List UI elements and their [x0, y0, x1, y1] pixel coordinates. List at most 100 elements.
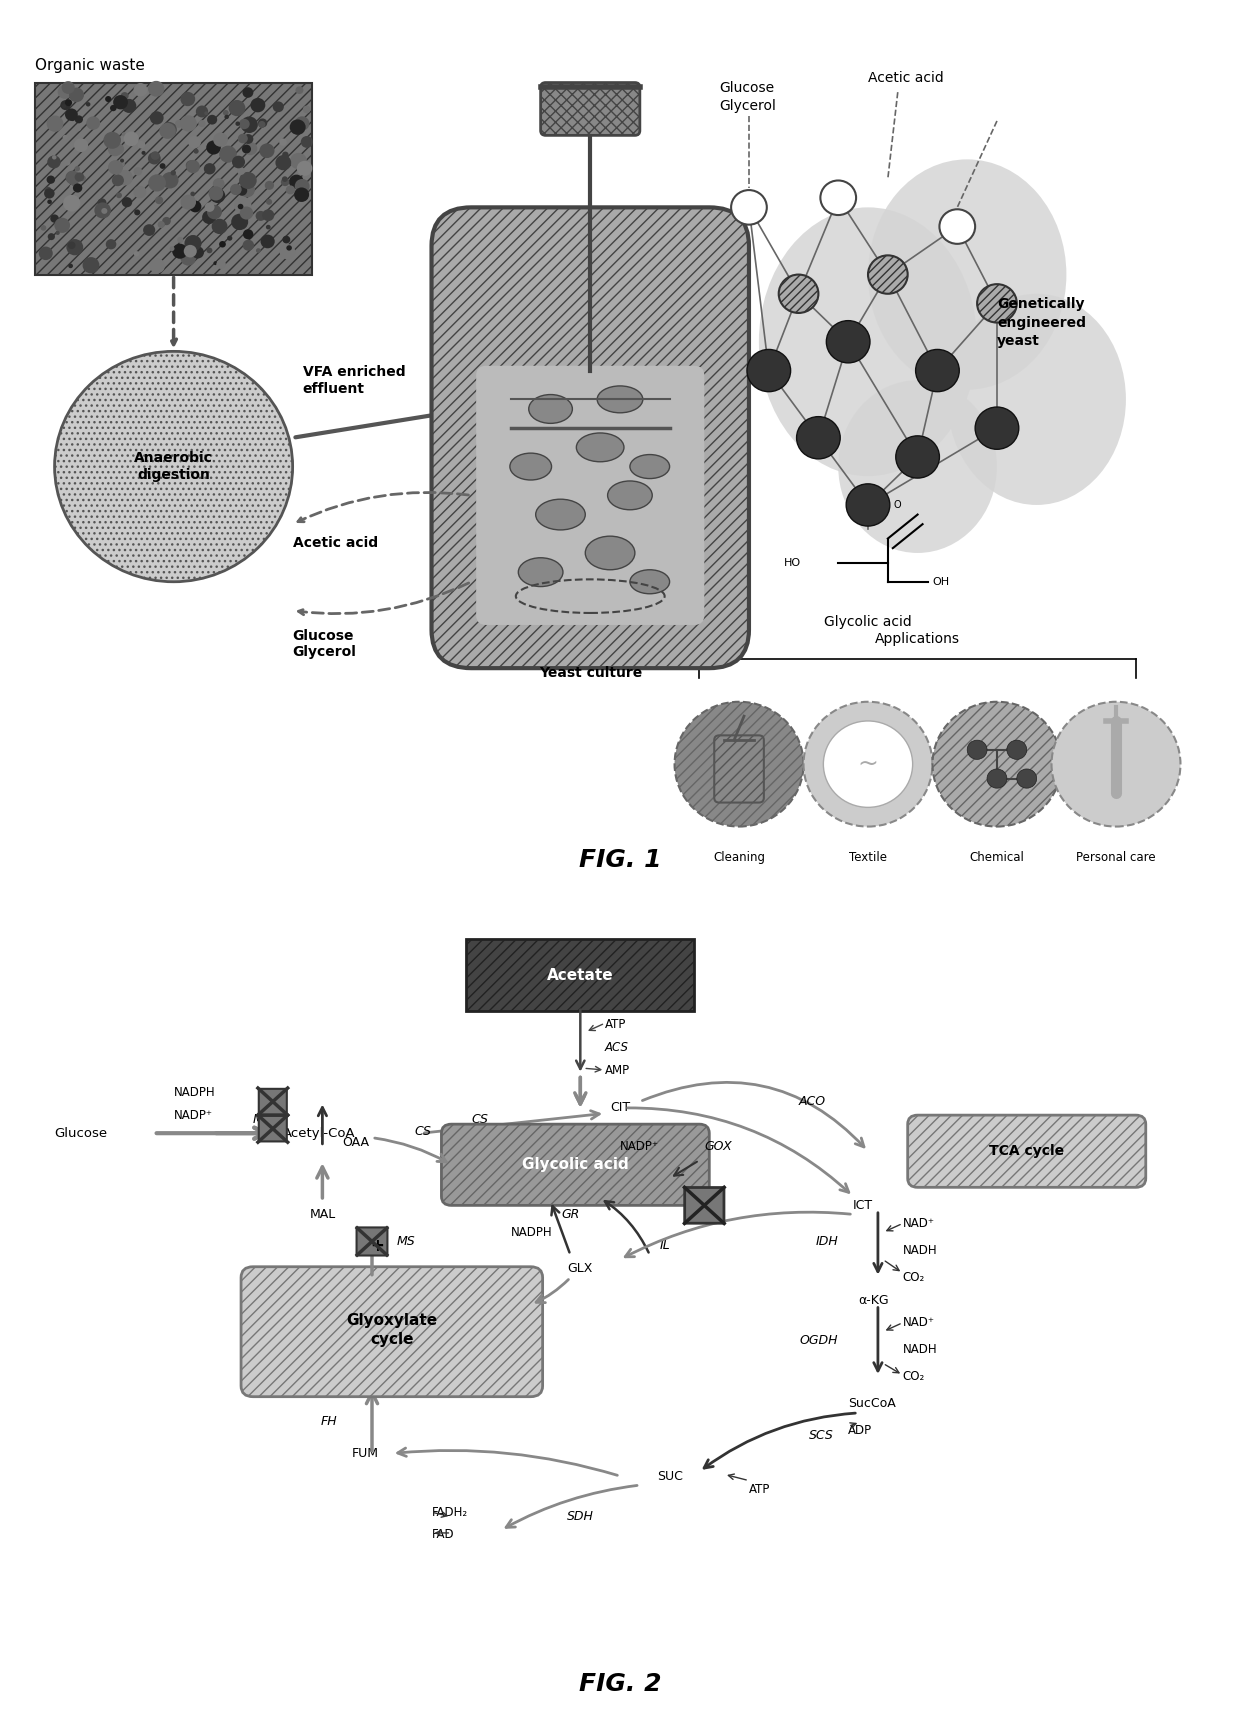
Ellipse shape — [510, 453, 552, 480]
Circle shape — [279, 244, 295, 259]
Circle shape — [160, 162, 166, 169]
Ellipse shape — [608, 480, 652, 510]
Circle shape — [213, 133, 228, 147]
Circle shape — [303, 105, 311, 114]
Text: IDH: IDH — [816, 1236, 838, 1248]
Circle shape — [295, 116, 310, 131]
Circle shape — [243, 240, 254, 251]
Circle shape — [113, 143, 124, 156]
Text: Glucose
Glycerol: Glucose Glycerol — [719, 81, 776, 112]
Circle shape — [45, 188, 55, 199]
Circle shape — [47, 176, 55, 183]
Circle shape — [47, 233, 55, 240]
Circle shape — [290, 152, 308, 169]
Circle shape — [190, 200, 201, 213]
Text: SucCoA: SucCoA — [848, 1398, 897, 1410]
Circle shape — [205, 111, 208, 116]
Circle shape — [66, 171, 79, 183]
Circle shape — [197, 107, 203, 114]
Circle shape — [55, 351, 293, 582]
Text: OH: OH — [932, 577, 950, 588]
Circle shape — [79, 176, 86, 181]
Circle shape — [188, 137, 201, 149]
Circle shape — [241, 116, 258, 133]
Text: FIG. 1: FIG. 1 — [579, 848, 661, 873]
Circle shape — [98, 199, 107, 207]
Circle shape — [110, 105, 117, 111]
Circle shape — [227, 235, 232, 240]
Circle shape — [150, 259, 165, 273]
Circle shape — [68, 264, 73, 268]
Circle shape — [134, 83, 148, 97]
Text: Chemical: Chemical — [970, 850, 1024, 864]
Ellipse shape — [528, 394, 573, 423]
Text: Textile: Textile — [849, 850, 887, 864]
Circle shape — [286, 245, 291, 251]
Text: Applications: Applications — [875, 632, 960, 646]
Circle shape — [74, 173, 84, 181]
Circle shape — [191, 192, 195, 195]
Circle shape — [213, 178, 224, 190]
Circle shape — [171, 169, 176, 176]
Text: GR: GR — [562, 1208, 579, 1222]
FancyBboxPatch shape — [541, 83, 640, 135]
Text: NADH: NADH — [903, 1244, 937, 1256]
Circle shape — [67, 238, 83, 256]
Circle shape — [207, 114, 217, 124]
Circle shape — [113, 95, 128, 109]
Circle shape — [279, 138, 286, 145]
Ellipse shape — [630, 570, 670, 594]
Text: Acetic acid: Acetic acid — [293, 536, 378, 550]
Circle shape — [108, 161, 123, 175]
Circle shape — [191, 247, 205, 259]
Circle shape — [231, 183, 242, 195]
Circle shape — [243, 142, 258, 156]
Ellipse shape — [838, 380, 997, 553]
Circle shape — [212, 219, 227, 233]
Circle shape — [51, 214, 58, 223]
Circle shape — [779, 275, 818, 313]
Text: Glucose
Glycerol: Glucose Glycerol — [293, 629, 357, 660]
Circle shape — [157, 221, 165, 228]
Text: OGDH: OGDH — [800, 1334, 838, 1348]
Text: Yeast culture: Yeast culture — [538, 665, 642, 679]
Circle shape — [258, 119, 268, 128]
Circle shape — [117, 192, 122, 199]
Circle shape — [238, 204, 243, 209]
Circle shape — [114, 98, 119, 104]
Ellipse shape — [577, 434, 624, 461]
Circle shape — [975, 408, 1019, 449]
Circle shape — [239, 207, 253, 219]
Circle shape — [148, 152, 161, 164]
Circle shape — [181, 195, 196, 209]
Circle shape — [224, 114, 229, 119]
Circle shape — [74, 116, 83, 123]
Circle shape — [231, 214, 248, 230]
Text: NADP⁺: NADP⁺ — [174, 1109, 212, 1121]
Circle shape — [826, 321, 870, 363]
Circle shape — [186, 161, 200, 173]
Text: O: O — [894, 499, 901, 510]
Circle shape — [236, 121, 241, 126]
Circle shape — [161, 173, 179, 188]
Circle shape — [267, 199, 272, 206]
Text: NADPH: NADPH — [511, 1225, 553, 1239]
Circle shape — [940, 209, 975, 244]
FancyBboxPatch shape — [714, 736, 764, 802]
Text: Anaerobic
digestion: Anaerobic digestion — [134, 451, 213, 482]
Circle shape — [195, 143, 200, 147]
Circle shape — [138, 140, 145, 149]
Circle shape — [64, 109, 78, 121]
Circle shape — [185, 235, 202, 252]
Text: GOX: GOX — [704, 1140, 732, 1153]
Text: ATP: ATP — [605, 1018, 626, 1032]
Text: CS: CS — [414, 1125, 432, 1137]
Circle shape — [105, 97, 112, 102]
Text: Glycolic acid: Glycolic acid — [522, 1158, 629, 1172]
Circle shape — [273, 102, 284, 112]
Circle shape — [74, 138, 88, 152]
Text: HO: HO — [784, 558, 801, 567]
Circle shape — [823, 721, 913, 807]
Circle shape — [932, 702, 1061, 826]
Circle shape — [94, 202, 110, 218]
